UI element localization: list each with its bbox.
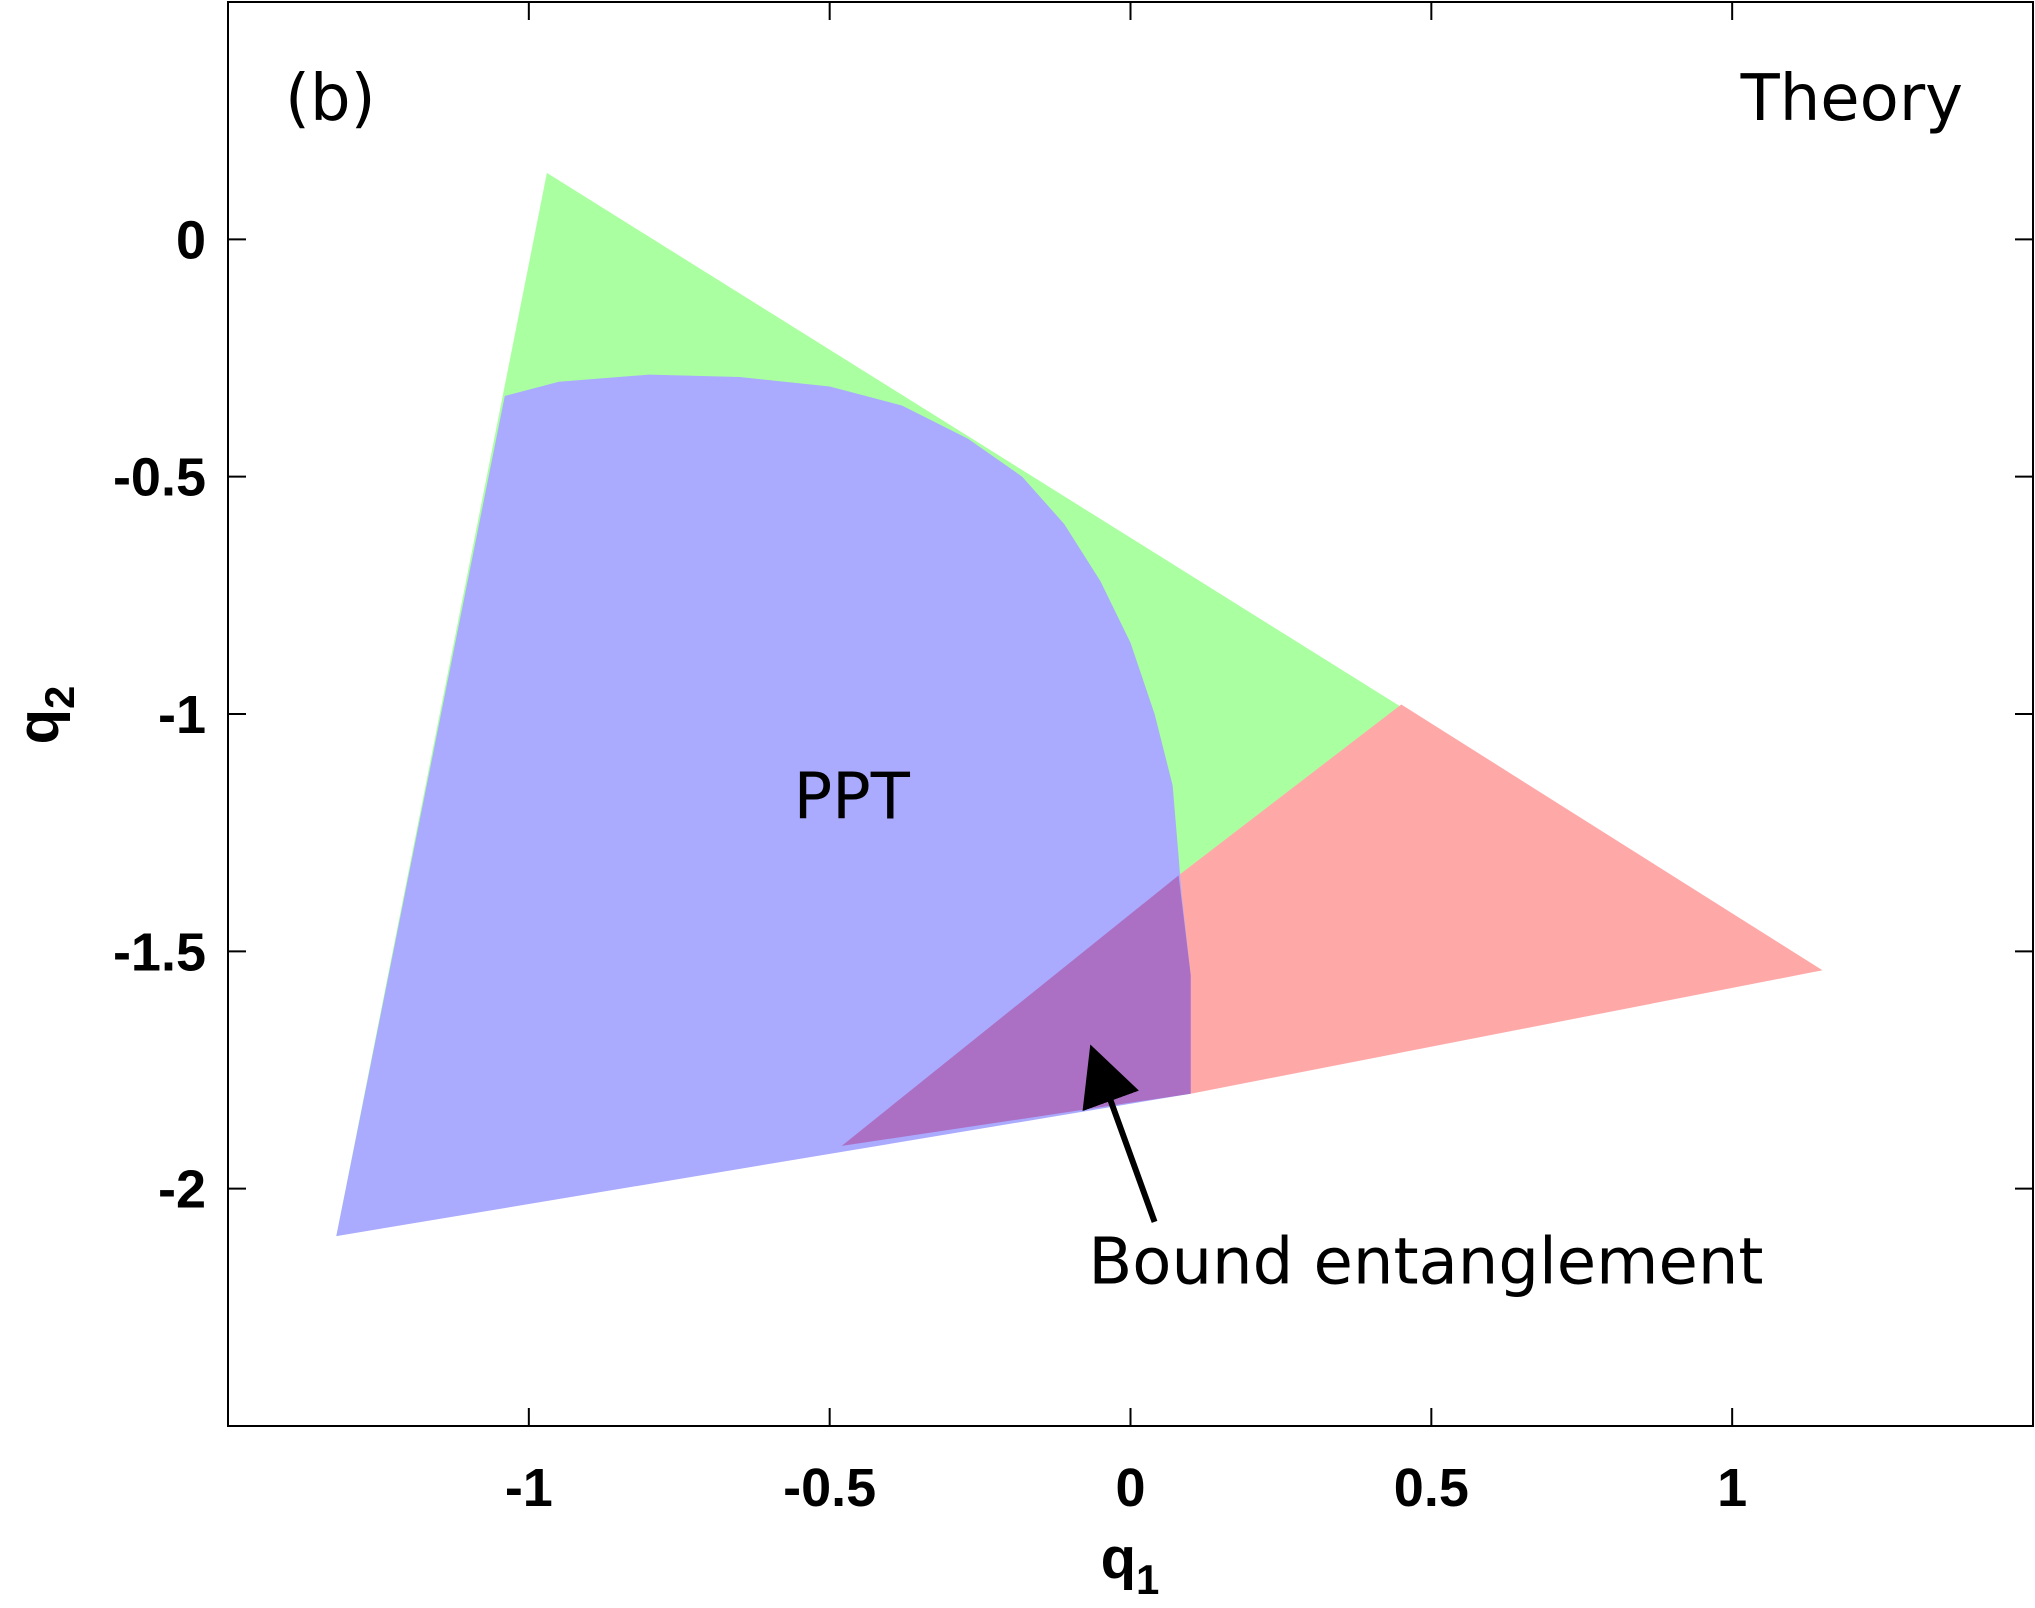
annotation-bound: Bound entanglement	[1088, 1226, 1763, 1300]
x-axis-label: q1	[1101, 1526, 1160, 1603]
ticks-layer: -1 -0.5 0 0.5 1 0 -0.5 -1 -1.5 -2	[113, 2, 2033, 1518]
y-tick-label: -0.5	[113, 448, 206, 508]
x-tick-label: 1	[1717, 1458, 1747, 1518]
panel-label: (b)	[285, 62, 376, 136]
chart-title: Theory	[1740, 62, 1963, 136]
region-ppt	[336, 374, 1191, 1237]
y-tick-label: -1.5	[113, 922, 206, 982]
x-axis-label-sub: 1	[1136, 1556, 1159, 1603]
x-tick-label: -0.5	[783, 1458, 876, 1518]
regions-layer	[336, 172, 1823, 1237]
annotation-arrow-bound	[1082, 1044, 1158, 1223]
y-axis-label-sub: 2	[36, 686, 83, 709]
y-tick-label: 0	[176, 210, 206, 270]
x-tick-label: 0	[1115, 1458, 1145, 1518]
annotation-ppt: PPT	[794, 760, 911, 834]
x-tick-label: -1	[505, 1458, 553, 1518]
y-axis-label-base: q	[6, 709, 71, 744]
y-tick-label: -1	[158, 685, 206, 745]
x-axis-label-base: q	[1101, 1526, 1136, 1591]
region-entangled	[1178, 704, 1823, 1094]
x-tick-label: 0.5	[1394, 1458, 1469, 1518]
annotations-layer: PPT Bound entanglement	[794, 760, 1764, 1299]
y-tick-label: -2	[158, 1160, 206, 1220]
y-axis-label: q2	[6, 686, 83, 745]
